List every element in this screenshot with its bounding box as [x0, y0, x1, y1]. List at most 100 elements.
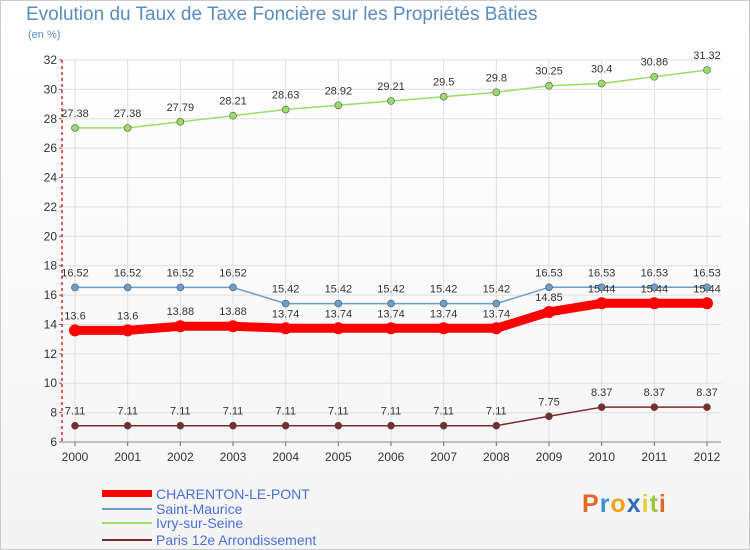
- x-tick-label: 2010: [588, 450, 615, 464]
- x-tick-label: 2008: [483, 450, 510, 464]
- data-label-paris-12e-arrondissement: 7.11: [328, 406, 349, 418]
- point-saint-maurice: [650, 283, 659, 292]
- point-saint-maurice: [703, 283, 711, 292]
- point-ivry-sur-seine: [123, 124, 132, 132]
- data-labels: 27.38 27.38 27.79 28.21 28.63 28.92 29.21 29.5 2…: [61, 50, 721, 418]
- legend-swatch-paris-12e: [102, 538, 152, 541]
- data-label-paris-12e-arrondissement: 7.11: [223, 406, 244, 418]
- data-label-charenton-le-pont: 15.44: [641, 283, 669, 295]
- legend-label-charenton: CHARENTON-LE-PONT: [156, 485, 310, 502]
- series-lines: [69, 66, 713, 430]
- x-tick-label: 2004: [272, 450, 299, 464]
- x-tick-label: 2011: [641, 450, 667, 464]
- point-paris-12e-arrondissement: [703, 403, 711, 411]
- data-label-paris-12e-arrondissement: 7.11: [486, 406, 507, 418]
- y-tick-label: 22: [44, 200, 58, 214]
- y-tick-label: 28: [44, 112, 58, 126]
- point-ivry-sur-seine: [334, 101, 343, 110]
- point-charenton-le-pont: [490, 322, 503, 335]
- data-label-saint-maurice: 15.42: [272, 284, 300, 296]
- y-tick-label: 10: [44, 376, 58, 390]
- data-label-charenton-le-pont: 15.44: [588, 283, 616, 295]
- point-ivry-sur-seine: [281, 105, 290, 114]
- x-tick-label: 2012: [694, 450, 721, 464]
- point-ivry-sur-seine: [71, 124, 79, 132]
- data-label-saint-maurice: 16.53: [693, 267, 721, 279]
- y-tick-label: 20: [44, 229, 58, 243]
- data-label-paris-12e-arrondissement: 8.37: [591, 387, 612, 399]
- y-tick-label: 6: [50, 435, 57, 449]
- data-label-ivry-sur-seine: 28.63: [272, 90, 300, 102]
- data-label-saint-maurice: 16.52: [114, 267, 142, 279]
- data-label-charenton-le-pont: 13.74: [483, 308, 511, 320]
- data-label-paris-12e-arrondissement: 7.11: [433, 406, 454, 418]
- data-label-ivry-sur-seine: 28.21: [219, 96, 247, 108]
- data-label-paris-12e-arrondissement: 7.11: [381, 406, 402, 418]
- x-tick-label: 2001: [114, 450, 141, 464]
- point-saint-maurice: [439, 299, 448, 308]
- data-label-saint-maurice: 16.53: [641, 267, 669, 279]
- point-ivry-sur-seine: [439, 92, 448, 101]
- x-tick-label: 2000: [62, 450, 89, 464]
- data-label-paris-12e-arrondissement: 7.11: [275, 406, 296, 418]
- logo-letter: i: [641, 490, 650, 518]
- point-ivry-sur-seine: [387, 97, 395, 105]
- point-paris-12e-arrondissement: [545, 412, 553, 421]
- data-label-ivry-sur-seine: 31.32: [693, 50, 721, 62]
- point-paris-12e-arrondissement: [387, 421, 395, 430]
- data-label-saint-maurice: 15.42: [325, 284, 353, 296]
- data-label-paris-12e-arrondissement: 7.11: [170, 406, 191, 418]
- point-paris-12e-arrondissement: [123, 421, 132, 430]
- data-label-ivry-sur-seine: 29.8: [486, 72, 507, 84]
- point-charenton-le-pont: [227, 320, 239, 333]
- logo-letter: P: [582, 490, 600, 518]
- point-charenton-le-pont: [385, 322, 397, 335]
- legend-item-saint-maurice: Saint-Maurice: [102, 501, 242, 517]
- point-paris-12e-arrondissement: [439, 421, 448, 430]
- data-label-charenton-le-pont: 15.44: [693, 283, 721, 295]
- point-saint-maurice: [229, 283, 237, 292]
- x-tick-label: 2005: [325, 450, 352, 464]
- axes: 6 8 10 12 14 16 18 20 22 24 26 28 30 32 2000 2001 2002 20…: [44, 53, 721, 464]
- point-ivry-sur-seine: [650, 72, 659, 81]
- data-label-charenton-le-pont: 13.74: [377, 308, 405, 320]
- point-paris-12e-arrondissement: [176, 421, 185, 430]
- point-paris-12e-arrondissement: [71, 421, 79, 430]
- point-charenton-le-pont: [121, 324, 134, 337]
- point-saint-maurice: [176, 283, 185, 292]
- point-saint-maurice: [334, 299, 343, 308]
- point-saint-maurice: [71, 283, 79, 292]
- data-label-paris-12e-arrondissement: 8.37: [696, 387, 717, 399]
- point-ivry-sur-seine: [597, 79, 606, 88]
- point-ivry-sur-seine: [703, 66, 711, 74]
- point-ivry-sur-seine: [545, 81, 553, 90]
- point-charenton-le-pont: [279, 322, 292, 335]
- y-tick-label: 12: [44, 347, 58, 361]
- data-label-ivry-sur-seine: 27.38: [61, 108, 89, 120]
- point-paris-12e-arrondissement: [650, 403, 659, 411]
- data-label-charenton-le-pont: 13.88: [219, 306, 247, 318]
- point-charenton-le-pont: [701, 297, 713, 310]
- legend-item-paris-12e: Paris 12e Arrondissement: [102, 532, 316, 548]
- data-label-ivry-sur-seine: 27.79: [167, 102, 195, 114]
- x-tick-label: 2003: [220, 450, 247, 464]
- gridlines: [62, 59, 721, 443]
- proxiti-logo: Proxiti: [582, 490, 667, 519]
- data-label-ivry-sur-seine: 30.86: [641, 57, 669, 69]
- point-paris-12e-arrondissement: [597, 403, 606, 411]
- logo-letter: o: [610, 490, 627, 518]
- data-label-saint-maurice: 15.42: [483, 284, 511, 296]
- data-label-charenton-le-pont: 13.74: [325, 308, 353, 320]
- data-label-ivry-sur-seine: 29.21: [377, 81, 405, 93]
- data-label-saint-maurice: 16.53: [535, 267, 563, 279]
- legend-swatch-saint-maurice: [102, 507, 152, 510]
- legend-item-charenton: CHARENTON-LE-PONT: [102, 485, 310, 502]
- y-axis-unit-label: (en %): [28, 29, 61, 41]
- point-paris-12e-arrondissement: [281, 421, 290, 430]
- data-label-saint-maurice: 16.52: [61, 267, 89, 279]
- data-label-charenton-le-pont: 13.74: [272, 308, 300, 320]
- data-label-paris-12e-arrondissement: 7.11: [117, 406, 138, 418]
- x-tick-label: 2002: [167, 450, 194, 464]
- point-ivry-sur-seine: [229, 111, 237, 120]
- data-label-charenton-le-pont: 13.6: [64, 310, 85, 322]
